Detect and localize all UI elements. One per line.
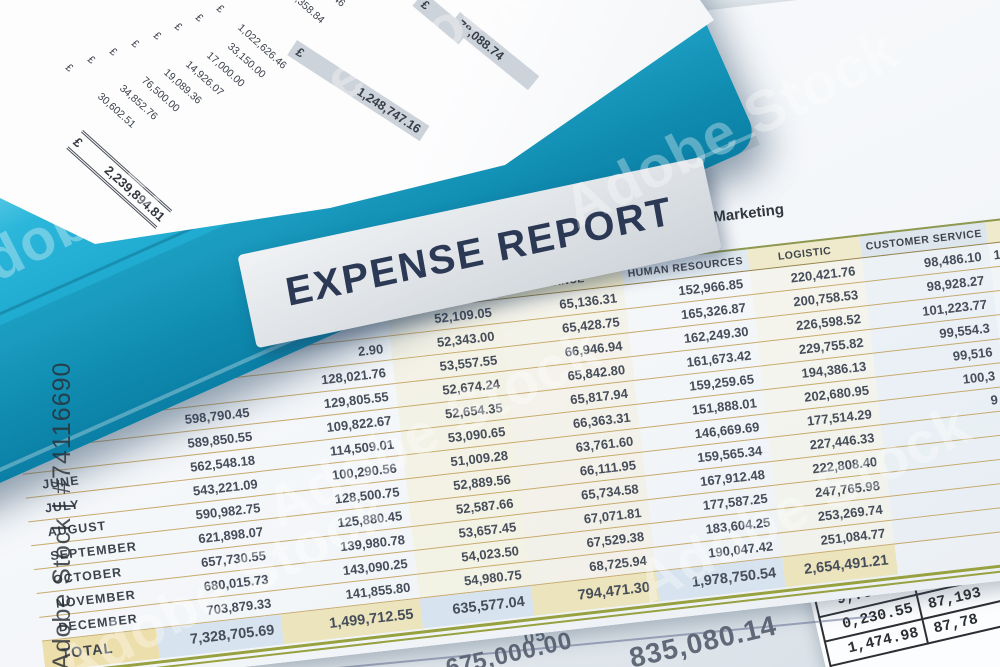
currency-symbol: £ xyxy=(192,11,206,25)
currency-symbol: £ xyxy=(213,2,227,16)
currency-symbol: £ xyxy=(128,37,142,51)
currency-symbol: £ xyxy=(150,29,164,43)
sheet-subtitle-marketing: Marketing xyxy=(712,200,785,226)
currency-symbol: £ xyxy=(70,134,86,151)
currency-symbol: £ xyxy=(171,20,185,34)
column-header: TOTAL xyxy=(985,206,1000,245)
currency-symbol: £ xyxy=(62,61,76,75)
currency-symbol: £ xyxy=(293,44,307,61)
partial-amount-top-1: 35,358.84 xyxy=(283,0,327,27)
currency-symbol: £ xyxy=(84,53,98,67)
partial-amount-top-2: 53.46 xyxy=(320,0,348,10)
watermark-id-label: Adobe Stock | #74116690 xyxy=(48,361,76,667)
currency-symbol: £ xyxy=(106,45,120,59)
